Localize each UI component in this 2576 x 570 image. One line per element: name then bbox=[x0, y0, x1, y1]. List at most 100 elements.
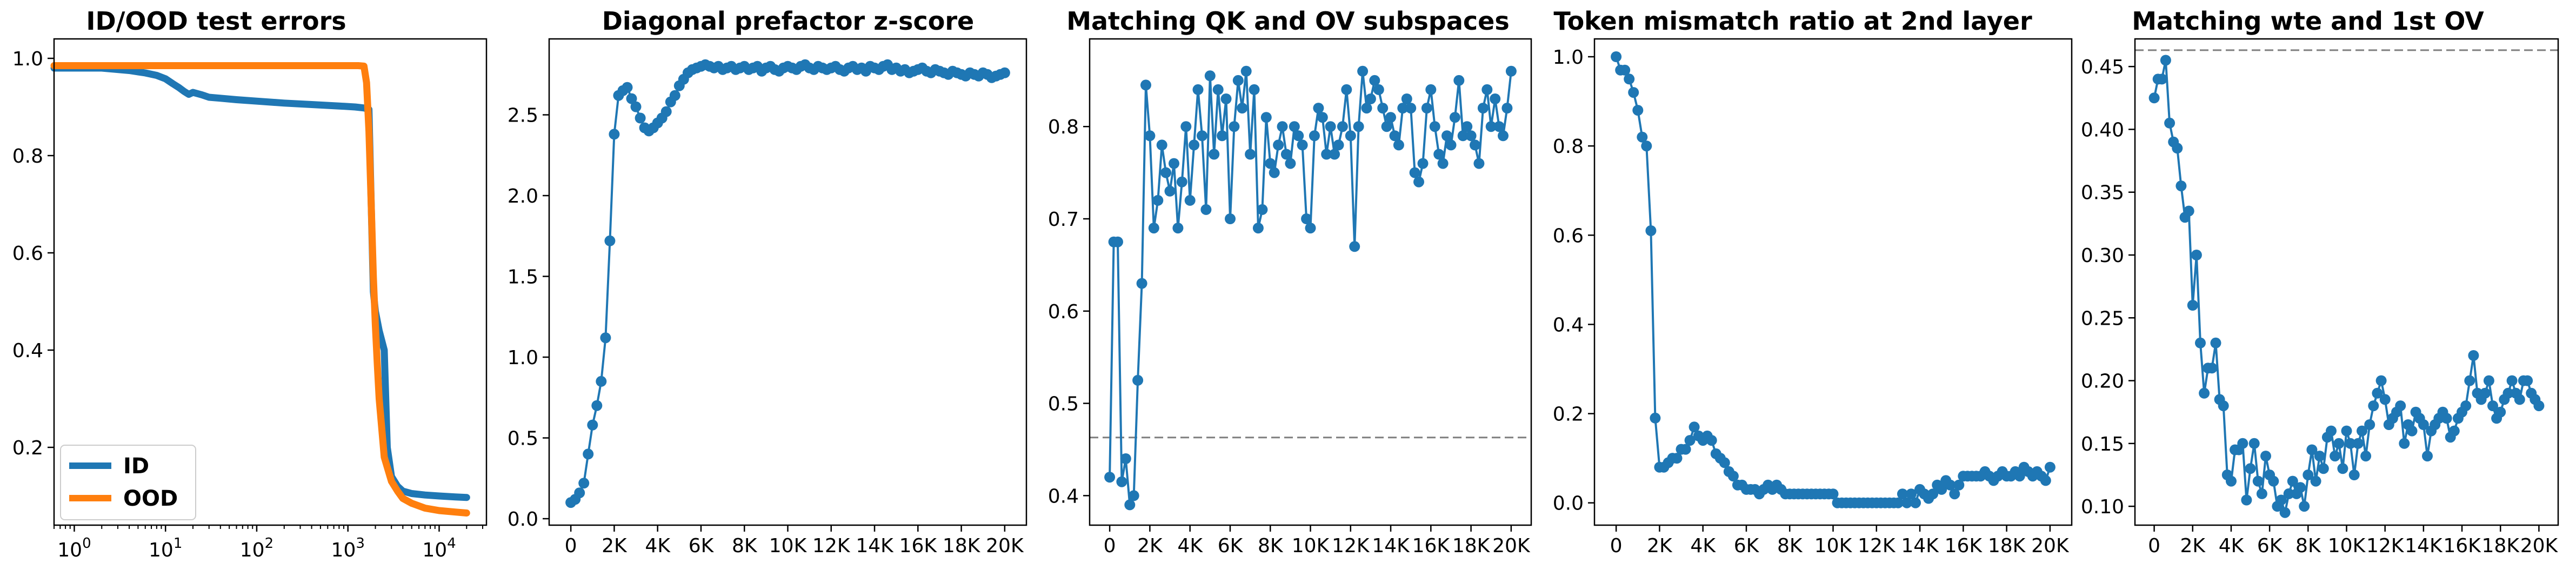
x-tick-label: 14K bbox=[1372, 535, 1410, 557]
data-point bbox=[1120, 453, 1131, 464]
data-point bbox=[2337, 463, 2348, 474]
x-tick-label: 18K bbox=[1452, 535, 1491, 557]
x-tick-label: 8K bbox=[1258, 535, 1284, 557]
data-point bbox=[2379, 394, 2391, 405]
data-point bbox=[1325, 121, 1336, 132]
data-point bbox=[1112, 236, 1123, 247]
data-point bbox=[2256, 488, 2267, 499]
y-tick-label: 0.10 bbox=[2081, 496, 2124, 518]
data-point bbox=[2352, 438, 2364, 449]
data-point bbox=[2514, 394, 2525, 405]
chart-title: Diagonal prefactor z-score bbox=[602, 6, 975, 36]
y-tick-label: 0.5 bbox=[508, 428, 538, 450]
chart-title: Matching QK and OV subspaces bbox=[1066, 6, 1510, 36]
data-point bbox=[1477, 103, 1489, 114]
data-point bbox=[2172, 143, 2183, 154]
data-point bbox=[2479, 387, 2491, 399]
data-point bbox=[1493, 121, 1505, 132]
x-tick-label: 6K bbox=[689, 535, 715, 557]
x-tick-label: 2K bbox=[1137, 535, 1163, 557]
data-point bbox=[2441, 413, 2452, 424]
y-tick-label: 0.4 bbox=[1048, 485, 1079, 507]
data-point bbox=[2326, 425, 2337, 437]
plot-area: 0.4 0.5 0.6 0.7 0.8 0 2K 4K 6K 8K 10K 12K 14K 16K 18K 2… bbox=[1048, 38, 1532, 557]
data-point bbox=[1297, 139, 1308, 151]
data-point bbox=[2279, 507, 2291, 518]
data-point bbox=[1650, 412, 1661, 424]
data-point bbox=[1901, 497, 1912, 508]
data-point bbox=[2422, 451, 2433, 462]
data-point bbox=[2218, 400, 2229, 412]
x-tick-label: 16K bbox=[899, 535, 938, 557]
data-point bbox=[1505, 65, 1517, 77]
x-tick-label: 16K bbox=[2443, 535, 2481, 557]
data-point bbox=[1385, 112, 1396, 123]
data-point bbox=[1457, 130, 1469, 142]
data-point bbox=[1624, 73, 1635, 85]
data-point bbox=[2330, 451, 2341, 462]
x-tick-label: 20K bbox=[2520, 535, 2559, 557]
data-point bbox=[591, 400, 603, 411]
data-point bbox=[1381, 121, 1392, 132]
data-point bbox=[1433, 149, 1445, 160]
y-tick-label: 0.6 bbox=[1048, 301, 1079, 323]
data-point bbox=[1104, 472, 1116, 483]
data-point bbox=[1164, 185, 1176, 197]
data-point bbox=[2522, 375, 2533, 386]
axes-frame bbox=[1089, 38, 1532, 526]
data-point bbox=[1265, 158, 1276, 169]
data-point bbox=[2303, 470, 2314, 480]
panel-matching-qk-ov: Matching QK and OV subspaces 0.40.50.60.… bbox=[1048, 6, 1532, 557]
data-point bbox=[2345, 438, 2356, 449]
data-point bbox=[2241, 494, 2252, 506]
x-tick-label: 4K bbox=[645, 535, 671, 557]
data-point bbox=[1249, 84, 1260, 95]
data-point bbox=[1453, 75, 1465, 86]
data-point bbox=[1333, 139, 1344, 151]
data-point bbox=[2183, 205, 2194, 217]
x-tick-label: 103 bbox=[331, 535, 365, 561]
data-point bbox=[609, 129, 620, 140]
data-point bbox=[2372, 387, 2383, 399]
data-point bbox=[600, 332, 611, 344]
data-point bbox=[1389, 130, 1400, 142]
data-point bbox=[574, 487, 585, 499]
y-tick-label: 0.4 bbox=[1553, 314, 1584, 336]
data-point bbox=[2187, 300, 2198, 311]
data-point bbox=[1237, 103, 1248, 114]
x-tick-label: 100 bbox=[57, 535, 91, 561]
data-point bbox=[1357, 65, 1369, 77]
data-point bbox=[2448, 425, 2460, 437]
data-point bbox=[1671, 453, 1683, 464]
data-point bbox=[1269, 167, 1280, 178]
data-point bbox=[1220, 93, 1232, 104]
x-tick-label: 6K bbox=[1218, 535, 1244, 557]
y-tick-label: 2.0 bbox=[508, 185, 538, 207]
data-point bbox=[2375, 375, 2387, 386]
data-point bbox=[1461, 121, 1473, 132]
data-point bbox=[1442, 130, 1452, 142]
data-point bbox=[1641, 140, 1652, 152]
data-point bbox=[2495, 406, 2506, 418]
data-point bbox=[1225, 213, 1236, 224]
data-point bbox=[1906, 488, 1917, 500]
y-tick-label: 2.5 bbox=[508, 105, 538, 127]
x-tick-label: 102 bbox=[240, 535, 273, 561]
data-point bbox=[1449, 112, 1460, 123]
data-point bbox=[669, 90, 680, 101]
legend: ID OOD bbox=[60, 445, 196, 520]
x-tick-label: 10K bbox=[2328, 535, 2366, 557]
data-point bbox=[1169, 158, 1179, 169]
x-tick-label: 0 bbox=[2148, 535, 2160, 557]
data-point bbox=[2368, 400, 2379, 412]
data-point bbox=[1405, 103, 1417, 114]
panel-matching-wte-ov: Matching wte and 1st OV 0.10 0.15 0.20 0.25… bbox=[2081, 6, 2559, 557]
data-point bbox=[2252, 475, 2264, 487]
data-point bbox=[1377, 103, 1389, 114]
x-tick-label: 2K bbox=[2180, 535, 2206, 557]
y-tick-label: 0.45 bbox=[2081, 56, 2124, 78]
data-point bbox=[999, 67, 1010, 78]
data-point bbox=[1140, 79, 1151, 91]
plot-area: 0.2 0.4 0.6 0.8 1.0 100 101 102 103 104 bbox=[12, 38, 488, 561]
data-point bbox=[1144, 130, 1156, 142]
